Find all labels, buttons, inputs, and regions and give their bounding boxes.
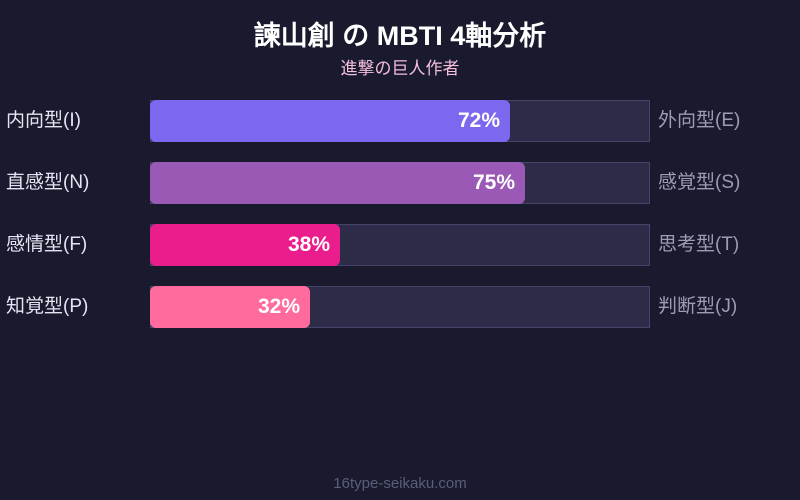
bar-fill: 32% (150, 286, 310, 328)
bar-fill: 72% (150, 100, 510, 142)
left-label: 感情型(F) (6, 234, 88, 255)
axis-row: 知覚型(P) 32% 判断型(J) (0, 286, 800, 328)
left-label: 知覚型(P) (6, 296, 89, 317)
right-label: 感覚型(S) (658, 172, 741, 193)
bar-fill: 75% (150, 162, 525, 204)
right-label: 思考型(T) (658, 234, 740, 255)
percent-label: 38% (287, 233, 330, 256)
bar-fill: 38% (150, 224, 340, 266)
left-label: 内向型(I) (6, 110, 81, 131)
percent-label: 75% (472, 171, 515, 194)
chart-title: 諫山創 の MBTI 4軸分析 (253, 21, 547, 51)
axis-row: 感情型(F) 38% 思考型(T) (0, 224, 800, 266)
axis-row: 直感型(N) 75% 感覚型(S) (0, 162, 800, 204)
left-label: 直感型(N) (6, 172, 90, 193)
footer-site: 16type-seikaku.com (333, 475, 467, 492)
right-label: 判断型(J) (658, 296, 738, 317)
chart-subtitle: 進撃の巨人作者 (340, 59, 460, 78)
percent-label: 32% (257, 295, 300, 318)
axis-row: 内向型(I) 72% 外向型(E) (0, 100, 800, 142)
right-label: 外向型(E) (658, 110, 741, 131)
percent-label: 72% (457, 109, 500, 132)
